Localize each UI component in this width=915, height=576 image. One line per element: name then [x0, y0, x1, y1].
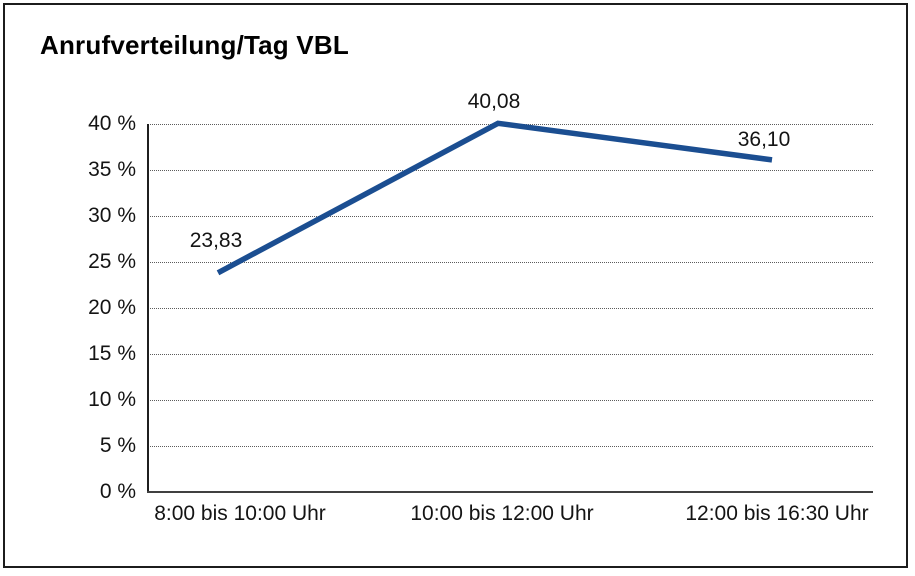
gridline-25: [148, 261, 873, 263]
y-axis-tick-label: 35 %: [88, 158, 136, 181]
gridline-5: [148, 445, 873, 447]
y-axis-tick-label: 30 %: [88, 204, 136, 227]
y-axis-tick-label: 20 %: [88, 296, 136, 319]
chart-title: Anrufverteilung/Tag VBL: [40, 30, 349, 60]
y-axis-tick-label: 0 %: [99, 480, 136, 503]
y-axis-tick-label: 5 %: [99, 434, 136, 457]
x-axis-label: 12:00 bis 16:30 Uhr: [685, 502, 869, 525]
chart-border: [3, 3, 908, 568]
data-point-label: 40,08: [467, 90, 521, 113]
x-axis-label: 10:00 bis 12:00 Uhr: [410, 502, 594, 525]
y-axis-line: [147, 124, 149, 493]
y-axis-tick-label: 10 %: [88, 388, 136, 411]
gridline-10: [148, 399, 873, 401]
x-axis-line: [147, 491, 873, 493]
y-axis-tick-label: 25 %: [88, 250, 136, 273]
gridline-35: [148, 169, 873, 171]
gridline-40: [148, 123, 873, 125]
data-point-label: 36,10: [737, 128, 791, 151]
y-axis-tick-label: 40 %: [88, 112, 136, 135]
gridline-15: [148, 353, 873, 355]
gridline-30: [148, 215, 873, 217]
data-point-label: 23,83: [189, 229, 243, 252]
y-axis-tick-label: 15 %: [88, 342, 136, 365]
x-axis-label: 8:00 bis 10:00 Uhr: [154, 502, 326, 525]
gridline-20: [148, 307, 873, 309]
